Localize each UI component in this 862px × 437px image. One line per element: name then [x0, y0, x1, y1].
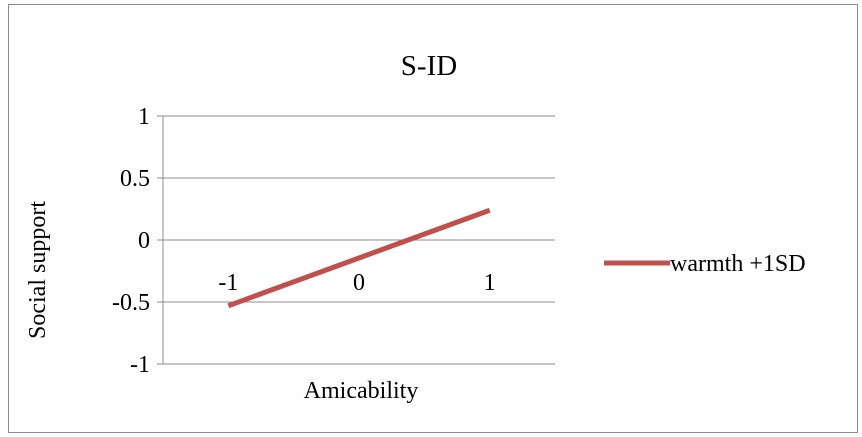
y-tick-labels: 1 0.5 0 -0.5 -1 — [112, 104, 150, 378]
gridlines — [163, 115, 555, 365]
x-tick-label-0: -1 — [218, 270, 238, 296]
y-tick-label-4: -1 — [130, 352, 150, 378]
x-tick-labels: -1 0 1 — [218, 270, 495, 296]
axes — [157, 115, 164, 365]
x-tick-label-2: 1 — [484, 270, 496, 296]
legend: warmth +1SD — [604, 251, 806, 277]
y-tick-label-3: -0.5 — [112, 290, 150, 316]
y-tick-label-2: 0 — [138, 228, 150, 254]
chart-frame — [8, 4, 858, 433]
y-tick-label-0: 1 — [138, 104, 150, 130]
x-tick-label-1: 0 — [353, 270, 365, 296]
y-tick-label-1: 0.5 — [120, 166, 150, 192]
x-axis-title: Amicability — [304, 378, 419, 404]
y-axis-title: Social support — [25, 201, 51, 339]
series-lines — [227, 207, 491, 309]
legend-label-warmth: warmth +1SD — [670, 251, 806, 277]
chart-title: S-ID — [401, 50, 457, 82]
series-line-0 — [227, 207, 491, 309]
